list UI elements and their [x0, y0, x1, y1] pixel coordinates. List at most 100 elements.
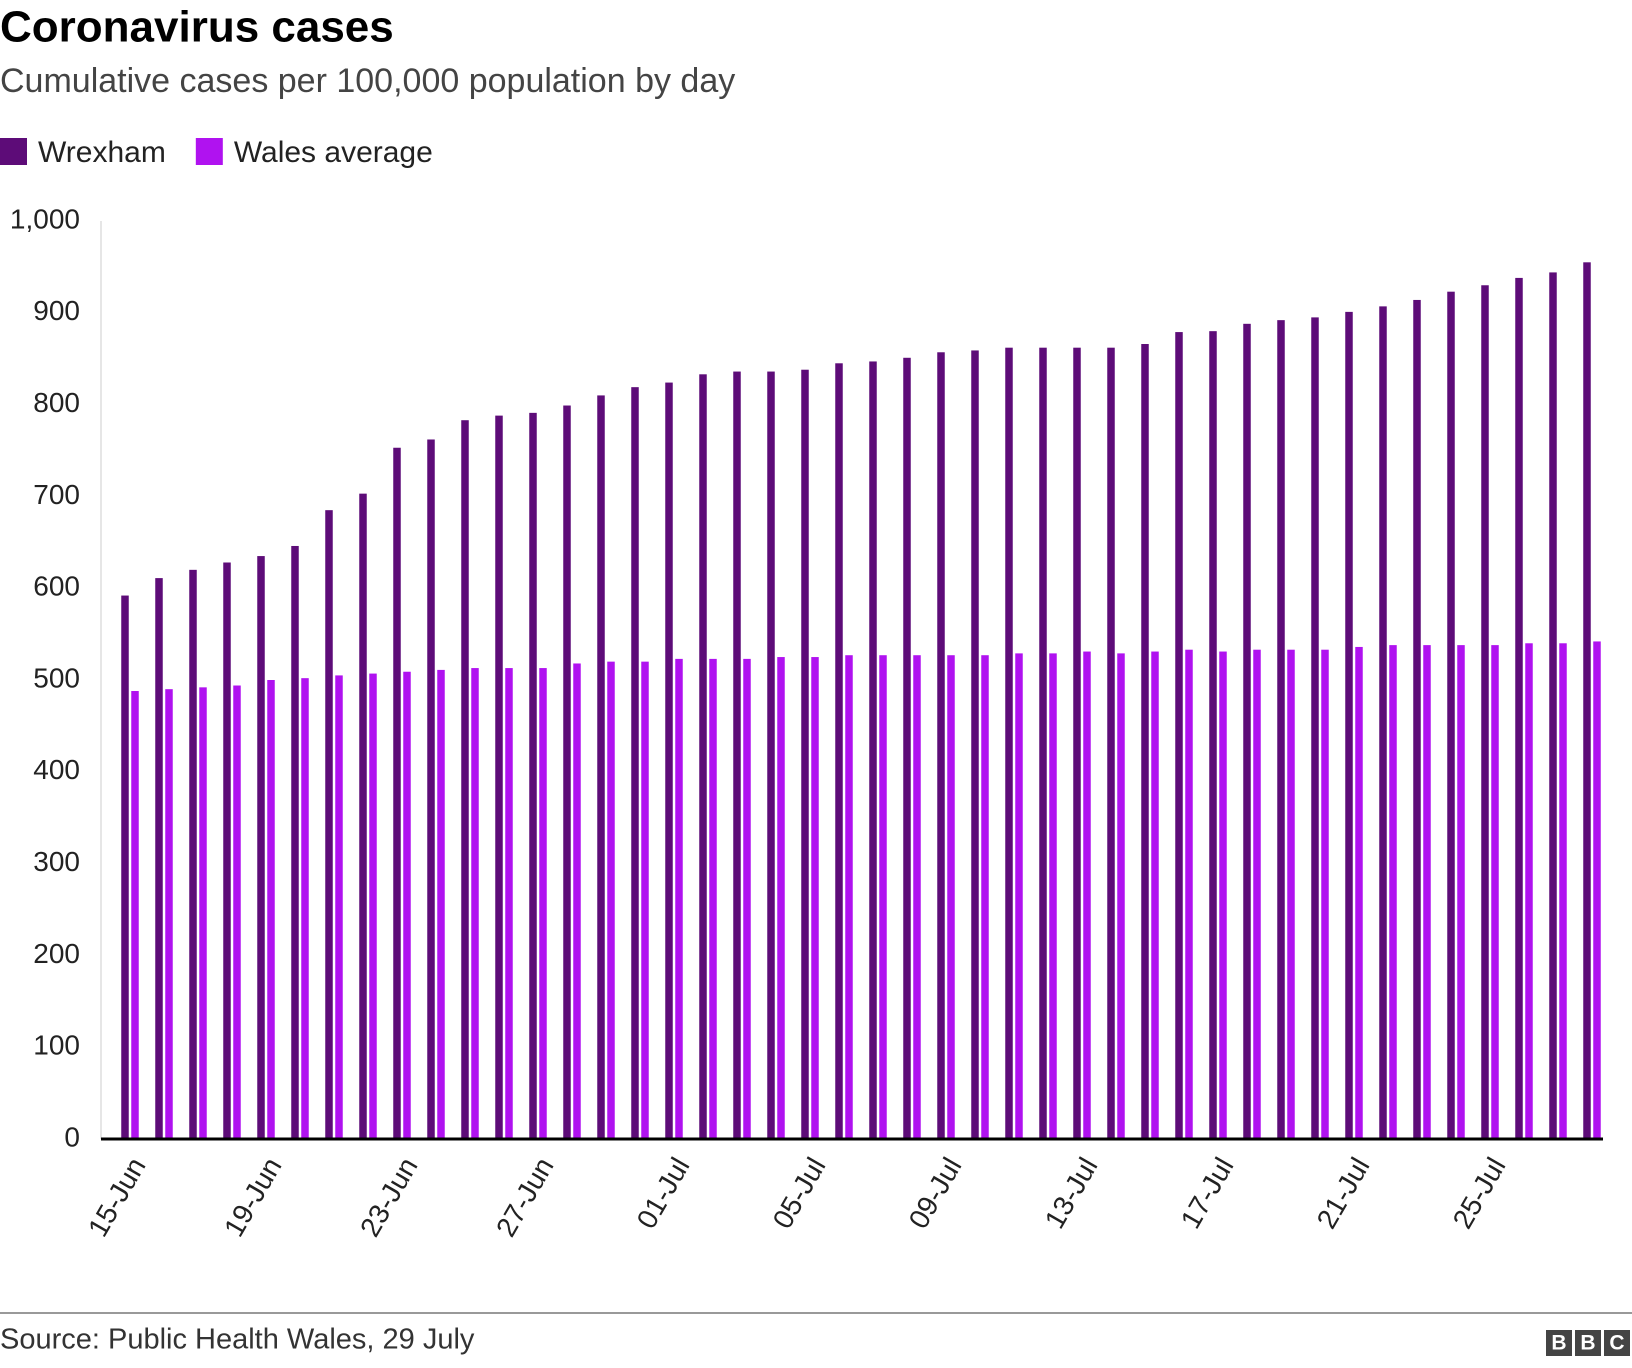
bar: [675, 658, 683, 1139]
bar: [641, 661, 649, 1139]
bar: [165, 689, 173, 1139]
bar: [1049, 653, 1057, 1139]
bar: [1413, 299, 1421, 1139]
bar: [1583, 262, 1591, 1139]
y-tick-label: 600: [33, 571, 80, 602]
bar: [631, 387, 639, 1140]
bar: [223, 562, 231, 1139]
bar: [767, 371, 775, 1139]
bar: [811, 657, 819, 1139]
y-tick-label: 700: [33, 479, 80, 510]
bar: [437, 669, 445, 1139]
x-tick-label: 21-Jul: [1311, 1152, 1376, 1234]
x-tick-label: 15-Jun: [82, 1152, 152, 1242]
bar: [1491, 645, 1499, 1139]
bar: [981, 655, 989, 1139]
bar: [1423, 645, 1431, 1139]
bar: [1209, 331, 1217, 1139]
bar: [529, 412, 537, 1139]
bar: [427, 439, 435, 1139]
bar: [505, 668, 513, 1139]
bar: [291, 545, 299, 1139]
x-tick-label: 23-Jun: [354, 1152, 424, 1242]
x-tick-label: 01-Jul: [631, 1152, 696, 1234]
bar: [1219, 651, 1227, 1139]
bar: [1525, 643, 1533, 1139]
bar: [947, 655, 955, 1139]
y-tick-label: 100: [33, 1030, 80, 1061]
bar: [777, 657, 785, 1139]
bar: [1117, 653, 1125, 1139]
y-tick-label: 200: [33, 938, 80, 969]
y-tick-label: 400: [33, 754, 80, 785]
bar: [743, 658, 751, 1139]
bar: [1141, 344, 1149, 1140]
bar: [403, 671, 411, 1139]
legend-label: Wrexham: [38, 136, 166, 169]
bar: [131, 691, 139, 1139]
bar: [359, 493, 367, 1139]
legend-swatch: [195, 138, 223, 165]
x-tick-label: 05-Jul: [767, 1152, 832, 1234]
bar: [607, 661, 615, 1139]
bar: [1549, 272, 1557, 1140]
chart-title: Coronavirus cases: [0, 3, 394, 52]
bar: [1243, 323, 1251, 1139]
y-tick-label: 1,000: [10, 203, 80, 234]
bar: [301, 678, 309, 1139]
bar: [903, 357, 911, 1140]
bar: [1083, 651, 1091, 1139]
bar: [199, 687, 207, 1139]
bar: [699, 374, 707, 1139]
x-tick-label: 09-Jul: [903, 1152, 968, 1234]
bar: [1039, 347, 1047, 1140]
y-tick-label: 300: [33, 846, 80, 877]
chart-subtitle: Cumulative cases per 100,000 population …: [0, 62, 735, 100]
bar: [1515, 277, 1523, 1139]
y-tick-label: 500: [33, 662, 80, 693]
bar: [1481, 285, 1489, 1139]
bar: [539, 668, 547, 1139]
bar: [325, 510, 333, 1139]
bar: [801, 369, 809, 1139]
legend-swatch: [0, 138, 27, 165]
bar: [1345, 311, 1353, 1140]
bar: [937, 352, 945, 1139]
bar: [597, 395, 605, 1139]
bar: [971, 350, 979, 1139]
y-tick-label: 0: [64, 1121, 80, 1152]
bar: [1253, 649, 1261, 1139]
bar: [1175, 332, 1183, 1139]
logo-letter: B: [1551, 1332, 1566, 1355]
bar: [1151, 651, 1159, 1139]
y-tick-label: 800: [33, 387, 80, 418]
x-tick-label: 25-Jul: [1447, 1152, 1512, 1234]
bar: [495, 415, 503, 1140]
bar: [1593, 641, 1601, 1139]
logo-letter: B: [1580, 1332, 1595, 1355]
legend-label: Wales average: [234, 136, 433, 169]
y-tick-label: 900: [33, 295, 80, 326]
bar: [1389, 645, 1397, 1139]
bar: [665, 382, 673, 1139]
bar: [835, 363, 843, 1139]
source: Source: Public Health Wales, 29 July: [0, 1324, 475, 1356]
bar: [913, 655, 921, 1139]
bar: [1107, 347, 1115, 1140]
bar: [1311, 317, 1319, 1139]
bar: [335, 675, 343, 1139]
bar: [267, 680, 275, 1139]
bar: [1073, 347, 1081, 1140]
logo-box: [1604, 1330, 1630, 1356]
logo-box: [1546, 1330, 1572, 1356]
bar: [1185, 649, 1193, 1139]
logo-box: [1575, 1330, 1601, 1356]
bar: [1015, 653, 1023, 1139]
bar: [461, 420, 469, 1139]
bar: [189, 569, 197, 1139]
bar: [869, 361, 877, 1140]
logo-letter: C: [1609, 1332, 1624, 1355]
bar: [471, 668, 479, 1139]
